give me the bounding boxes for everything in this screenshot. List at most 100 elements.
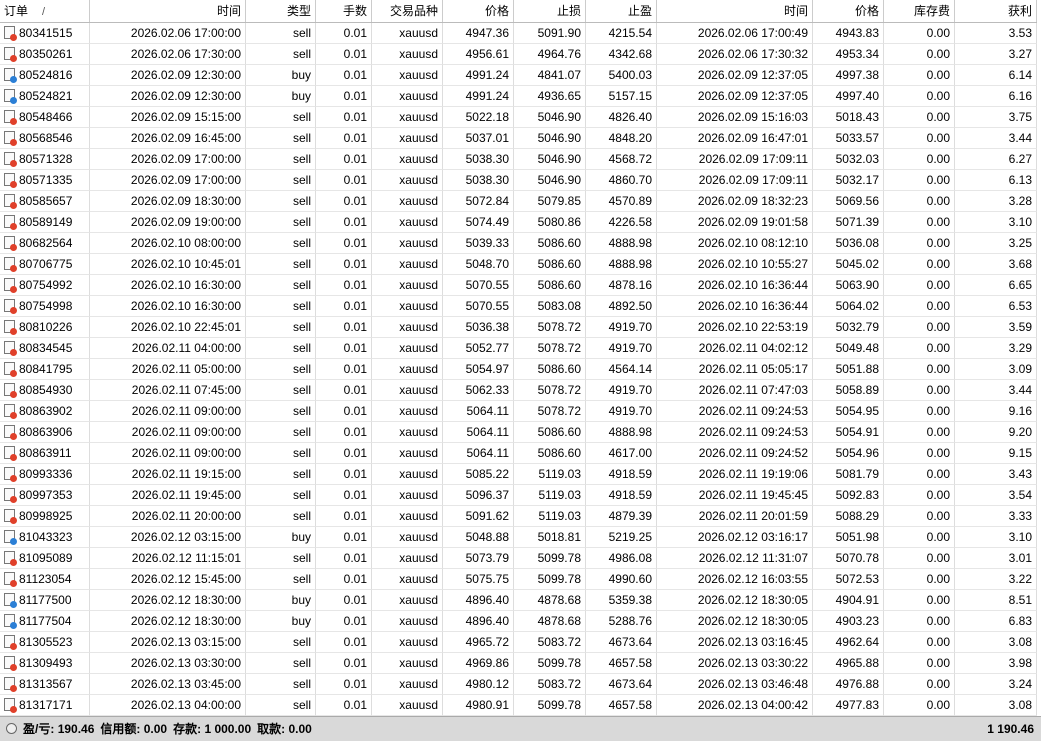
order-row[interactable]: 80754998 2026.02.10 16:30:00 sell 0.01 xauus… [0,296,1037,317]
cell: 4919.70 [586,338,657,359]
column-header[interactable]: 类型 [246,0,316,22]
order-row[interactable]: 80682564 2026.02.10 08:00:00 sell 0.01 xauus… [0,233,1037,254]
cell-text: 2026.02.09 12:30:00 [130,89,241,103]
order-row[interactable]: 80589149 2026.02.09 19:00:00 sell 0.01 xauus… [0,212,1037,233]
cell-text: 9.15 [1008,446,1032,460]
order-row[interactable]: 80350261 2026.02.06 17:30:00 sell 0.01 xauus… [0,44,1037,65]
column-header[interactable]: 止盈 [586,0,657,22]
cell: 4953.34 [813,44,884,65]
cell-text: 4892.50 [608,299,652,313]
column-title: 时间 [216,4,241,18]
order-row[interactable]: 80854930 2026.02.11 07:45:00 sell 0.01 xauus… [0,380,1037,401]
column-header[interactable]: 时间 [90,0,246,22]
cell: 0.00 [884,128,955,149]
cell-text: xauusd [399,572,438,586]
order-icon [4,215,17,230]
cell-text: 2026.02.11 19:19:06 [698,467,808,481]
order-row[interactable]: 80841795 2026.02.11 05:00:00 sell 0.01 xauus… [0,359,1037,380]
order-row[interactable]: 81313567 2026.02.13 03:45:00 sell 0.01 xauus… [0,674,1037,695]
cell-text: sell [292,677,311,691]
cell-text: 4896.40 [465,614,509,628]
cell: 2026.02.11 19:15:00 [90,464,246,485]
cell-text: 3.68 [1008,257,1032,271]
cell-text: 80571328 [19,152,73,166]
order-row[interactable]: 80863911 2026.02.11 09:00:00 sell 0.01 xauus… [0,443,1037,464]
cell: 2026.02.09 15:15:00 [90,107,246,128]
order-row[interactable]: 80568546 2026.02.09 16:45:00 sell 0.01 xauus… [0,128,1037,149]
cell: xauusd [372,485,443,506]
cell-text: 2026.02.10 10:55:27 [697,257,808,271]
cell: 2026.02.09 12:30:00 [90,86,246,107]
cell: 5119.03 [514,485,586,506]
order-row[interactable]: 80834545 2026.02.11 04:00:00 sell 0.01 xauus… [0,338,1037,359]
order-row[interactable]: 80706775 2026.02.10 10:45:01 sell 0.01 xauus… [0,254,1037,275]
order-row[interactable]: 81309493 2026.02.13 03:30:00 sell 0.01 xauus… [0,653,1037,674]
type-dot [10,139,17,146]
order-row[interactable]: 81177504 2026.02.12 18:30:00 buy 0.01 xauusd… [0,611,1037,632]
order-row[interactable]: 80863906 2026.02.11 09:00:00 sell 0.01 xauus… [0,422,1037,443]
order-row[interactable]: 81305523 2026.02.13 03:15:00 sell 0.01 xauus… [0,632,1037,653]
cell: xauusd [372,212,443,233]
order-row[interactable]: 80998925 2026.02.11 20:00:00 sell 0.01 xauus… [0,506,1037,527]
column-header[interactable]: 止损 [514,0,586,22]
cell: 0.00 [884,65,955,86]
order-row[interactable]: 80571328 2026.02.09 17:00:00 sell 0.01 xauus… [0,149,1037,170]
cell-text: xauusd [399,404,438,418]
order-row[interactable]: 80524821 2026.02.09 12:30:00 buy 0.01 xauusd… [0,86,1037,107]
order-row[interactable]: 80997353 2026.02.11 19:45:00 sell 0.01 xauus… [0,485,1037,506]
cell-text: xauusd [399,530,438,544]
cell: 0.00 [884,506,955,527]
cell: 2026.02.09 12:30:00 [90,65,246,86]
order-row[interactable]: 81123054 2026.02.12 15:45:00 sell 0.01 xauus… [0,569,1037,590]
column-header[interactable]: 价格 [813,0,884,22]
cell: 0.01 [316,44,372,65]
order-row[interactable]: 81095089 2026.02.12 11:15:01 sell 0.01 xauus… [0,548,1037,569]
order-row[interactable]: 80548466 2026.02.09 15:15:00 sell 0.01 xauus… [0,107,1037,128]
order-row[interactable]: 80524816 2026.02.09 12:30:00 buy 0.01 xauusd… [0,65,1037,86]
cell-text: 2026.02.11 09:00:00 [131,425,241,439]
cell: sell [246,296,316,317]
column-header[interactable]: 库存费 [884,0,955,22]
column-header[interactable]: 时间 [657,0,813,22]
cell-text: 2026.02.12 03:15:00 [130,530,241,544]
cell: 4919.70 [586,380,657,401]
column-header[interactable]: 价格 [443,0,514,22]
cell: 5288.76 [586,611,657,632]
cell-text: 5036.08 [835,236,879,250]
cell: 4977.83 [813,695,884,716]
column-header[interactable]: 订单 / [0,0,90,22]
cell-text: 2026.02.10 08:12:10 [697,236,808,250]
cell-text: 4860.70 [608,173,652,187]
cell: 2026.02.13 04:00:00 [90,695,246,716]
cell-text: 0.01 [343,488,367,502]
cell: 3.08 [955,695,1037,716]
order-row[interactable]: 80810226 2026.02.10 22:45:01 sell 0.01 xauus… [0,317,1037,338]
cell-text: 5086.60 [537,362,581,376]
cell: 8.51 [955,590,1037,611]
column-header[interactable]: 获利 [955,0,1037,22]
cell: 0.01 [316,674,372,695]
cell: 0.00 [884,695,955,716]
order-row[interactable]: 80571335 2026.02.09 17:00:00 sell 0.01 xauus… [0,170,1037,191]
cell: 81123054 [0,569,90,590]
type-dot [10,622,17,629]
cell-text: 80548466 [19,110,73,124]
column-header[interactable]: 交易品种 [372,0,443,22]
cell: 5071.39 [813,212,884,233]
cell-text: 5046.90 [537,110,581,124]
order-row[interactable]: 81317171 2026.02.13 04:00:00 sell 0.01 xauus… [0,695,1037,716]
order-row[interactable]: 80341515 2026.02.06 17:00:00 sell 0.01 xauus… [0,23,1037,44]
order-row[interactable]: 81043323 2026.02.12 03:15:00 buy 0.01 xauusd… [0,527,1037,548]
order-row[interactable]: 80993336 2026.02.11 19:15:00 sell 0.01 xauus… [0,464,1037,485]
cell-text: 2026.02.09 17:00:00 [130,173,241,187]
order-row[interactable]: 80754992 2026.02.10 16:30:00 sell 0.01 xauus… [0,275,1037,296]
column-header[interactable]: 手数 [316,0,372,22]
order-row[interactable]: 80863902 2026.02.11 09:00:00 sell 0.01 xauus… [0,401,1037,422]
cell-text: 4997.40 [835,89,879,103]
cell-text: 0.01 [343,656,367,670]
type-dot [10,496,17,503]
order-row[interactable]: 81177500 2026.02.12 18:30:00 buy 0.01 xauusd… [0,590,1037,611]
cell: 5046.90 [514,149,586,170]
order-row[interactable]: 80585657 2026.02.09 18:30:00 sell 0.01 xauus… [0,191,1037,212]
cell: 5400.03 [586,65,657,86]
